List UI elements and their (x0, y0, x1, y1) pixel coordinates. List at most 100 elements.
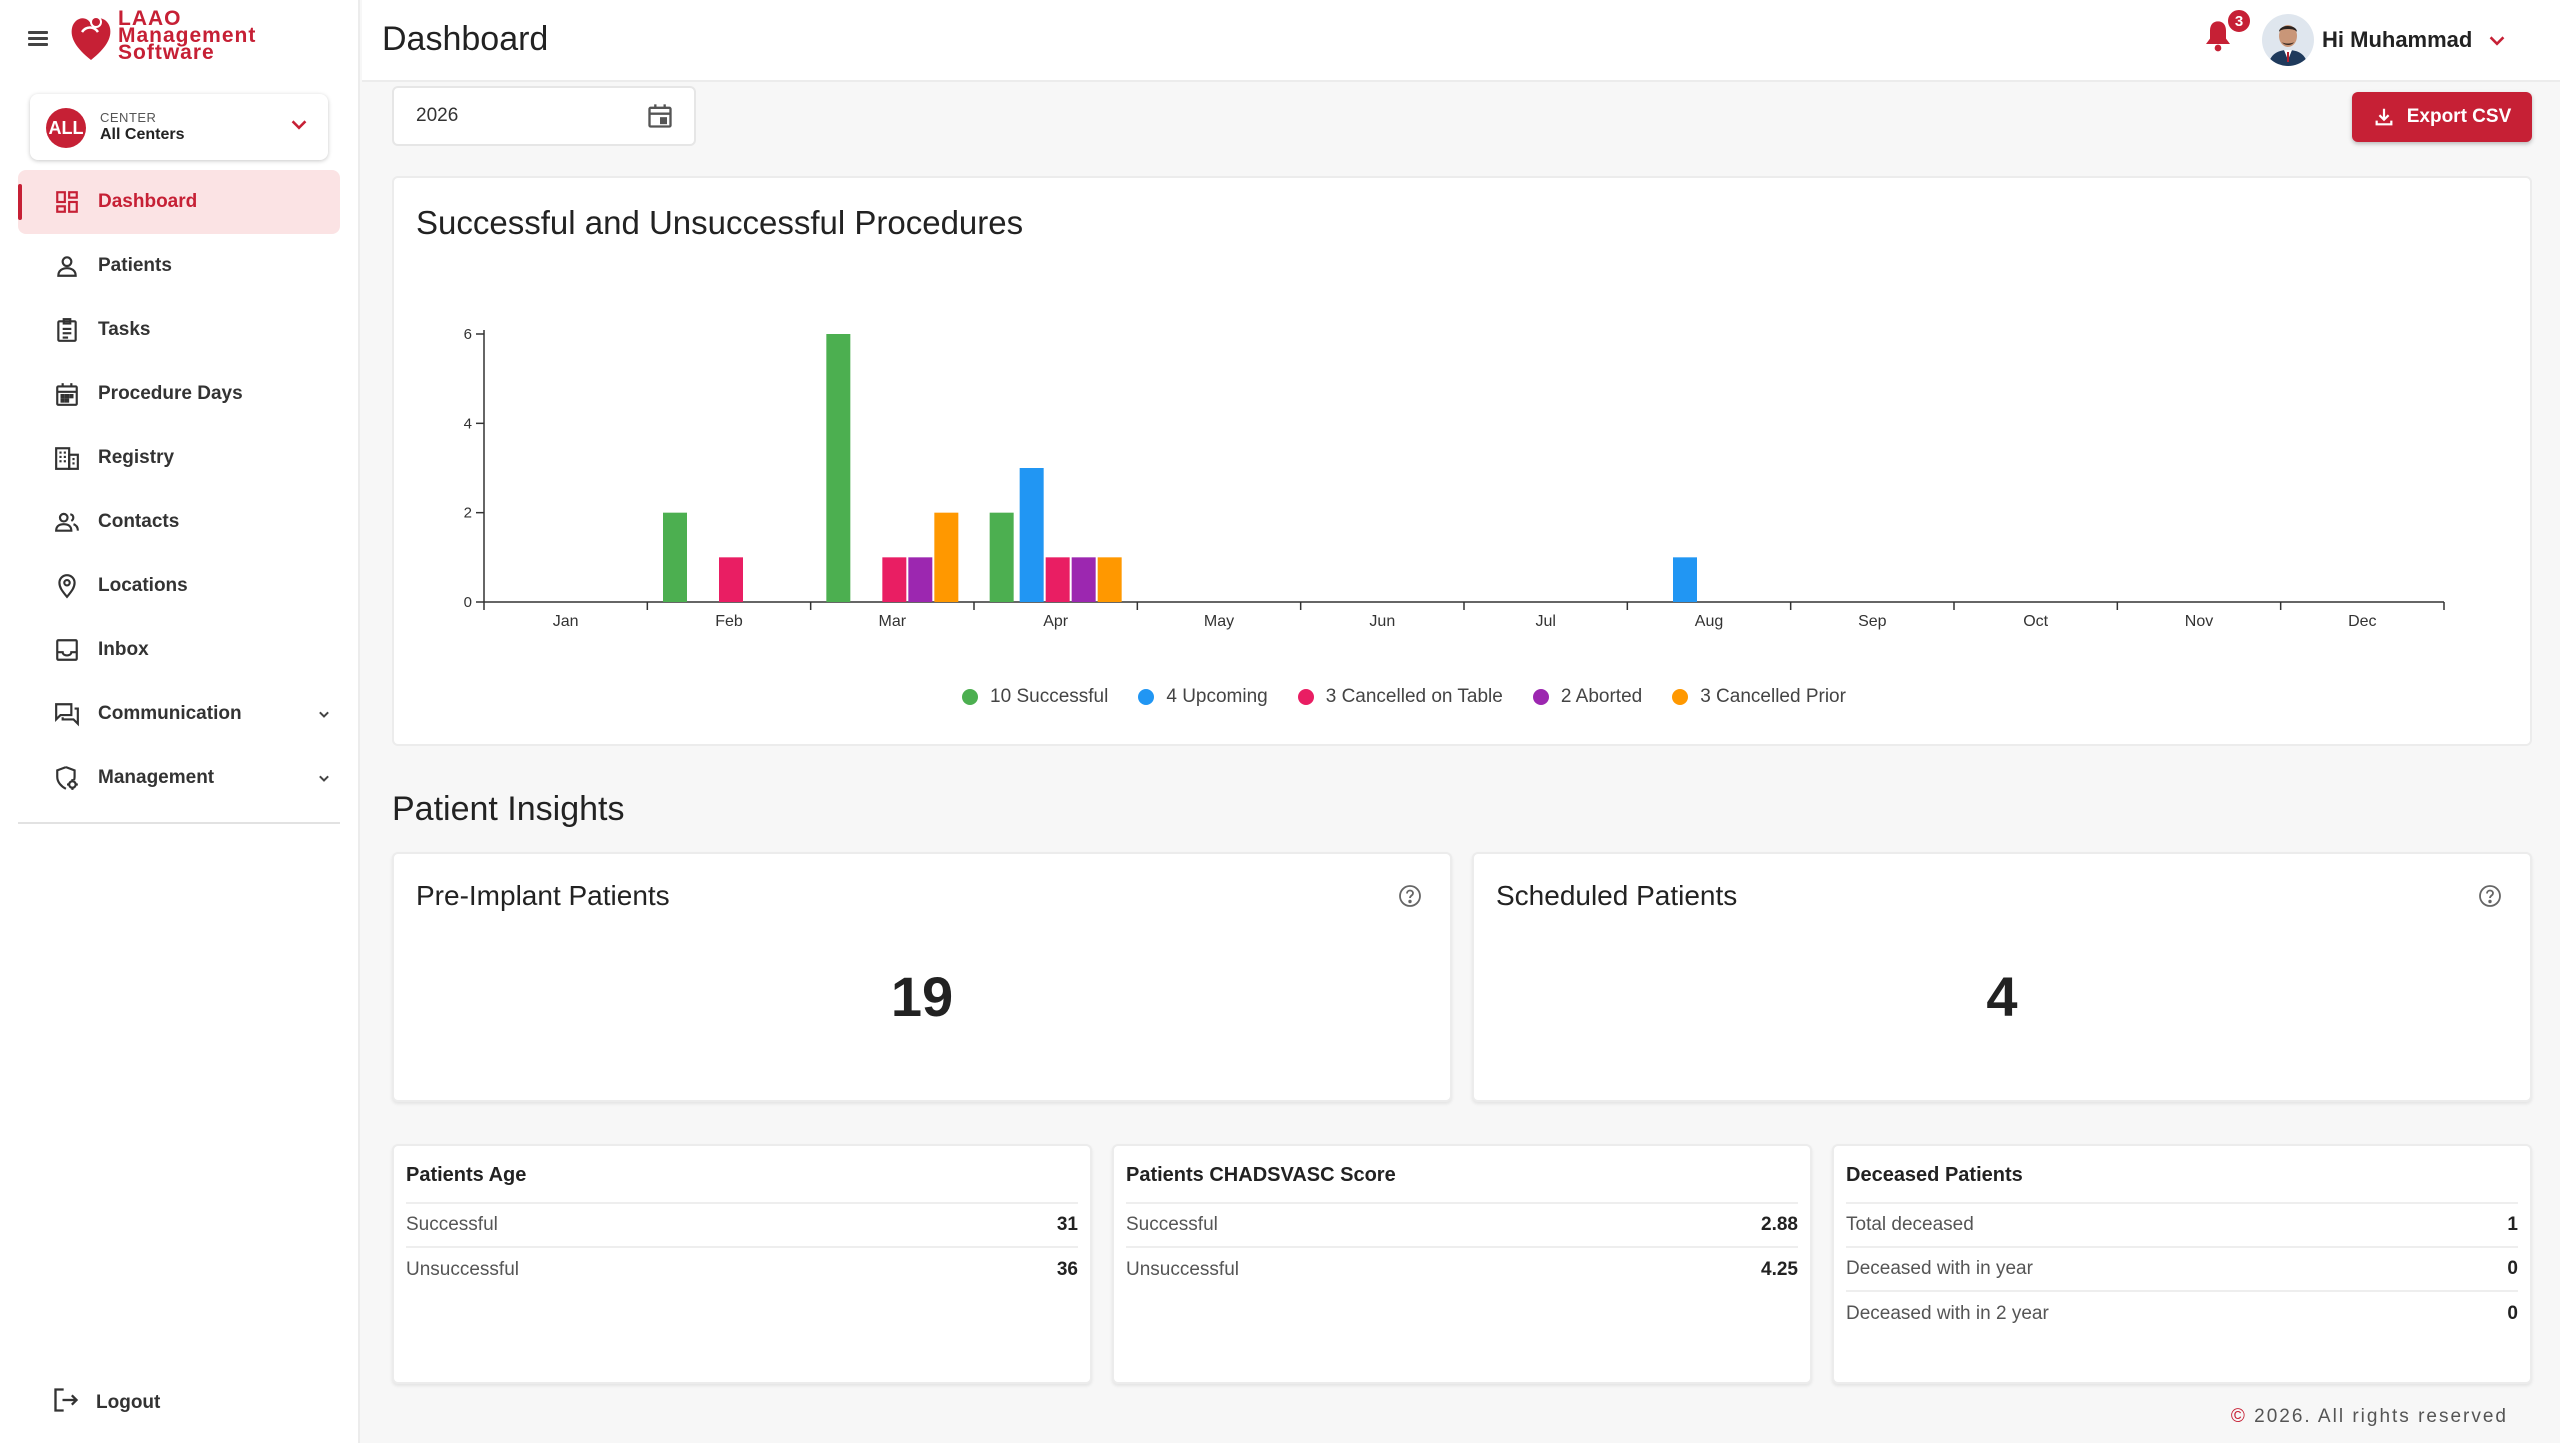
sidebar-item-label: Procedure Days (98, 383, 243, 404)
y-tick-label: 0 (464, 594, 472, 611)
chart-bar (826, 334, 851, 602)
x-tick-label: May (1204, 613, 1234, 630)
legend-item[interactable]: 2 Aborted (1532, 686, 1642, 708)
sidebar-item-registry[interactable]: Registry (18, 426, 340, 490)
sidebar-item-inbox[interactable]: Inbox (18, 618, 340, 682)
legend-label: 3 Cancelled on Table (1325, 686, 1503, 707)
inbox-icon (52, 635, 82, 665)
sidebar-item-label: Management (98, 767, 215, 788)
chart-bar (1045, 557, 1070, 602)
legend-swatch (1297, 689, 1314, 705)
legend-label: 4 Upcoming (1166, 686, 1268, 707)
x-tick-label: Mar (879, 613, 907, 630)
clipboard-icon (52, 315, 82, 345)
table-row: Deceased with in 2 year 0 (1846, 1292, 2518, 1336)
sidebar-item-label: Dashboard (98, 191, 198, 212)
row-value: 2.88 (1761, 1214, 1798, 1235)
chart-bar (1019, 468, 1044, 602)
chart-title: Successful and Unsuccessful Procedures (416, 204, 1024, 241)
row-value: 0 (2507, 1303, 2518, 1324)
chart-legend: 10 Successful 4 Upcoming 3 Cancelled on Ta… (334, 686, 2474, 708)
table-row: Deceased with in year 0 (1846, 1248, 2518, 1292)
brand-line-2: Management (118, 24, 257, 47)
sidebar-item-label: Tasks (98, 319, 151, 340)
deceased-patients-card: Deceased Patients Total deceased 1 Decea… (1832, 1144, 2532, 1384)
logout-button[interactable]: Logout (52, 1386, 160, 1419)
table-row: Unsuccessful 4.25 (1126, 1248, 1798, 1292)
brand: LAAO Management Software (28, 7, 348, 70)
sidebar-item-communication[interactable]: Communication (18, 682, 340, 746)
copyright-symbol: © (2230, 1406, 2247, 1427)
people-icon (52, 507, 82, 537)
help-icon[interactable] (2478, 884, 2504, 910)
x-tick-label: Jul (1535, 613, 1555, 630)
y-tick-label: 6 (464, 326, 472, 343)
center-selector[interactable]: ALL CENTER All Centers (30, 94, 328, 160)
sidebar-item-procedure-days[interactable]: Procedure Days (18, 362, 340, 426)
location-pin-icon (52, 571, 82, 601)
sidebar-item-contacts[interactable]: Contacts (18, 490, 340, 554)
row-label: Successful (406, 1214, 498, 1235)
scheduled-card: Scheduled Patients 4 (1472, 852, 2532, 1102)
patients-age-card: Patients Age Successful 31 Unsuccessful … (392, 1144, 1092, 1384)
chart-bar (934, 512, 959, 602)
x-tick-label: Jun (1369, 613, 1395, 630)
table-row: Successful 31 (406, 1204, 1078, 1248)
chart-bar (989, 512, 1014, 602)
chart-bar (1673, 557, 1697, 602)
card-title: Deceased Patients (1846, 1164, 2023, 1186)
legend-item[interactable]: 3 Cancelled on Table (1297, 686, 1503, 708)
legend-item[interactable]: 10 Successful (962, 686, 1108, 708)
sidebar-item-label: Contacts (98, 511, 180, 532)
x-tick-label: Sep (1858, 613, 1887, 630)
user-greeting[interactable]: Hi Muhammad (2322, 27, 2473, 52)
gear-shield-icon (52, 763, 82, 793)
brand-line-1: LAAO (118, 7, 182, 30)
card-title: Patients Age (406, 1164, 527, 1186)
sidebar-item-tasks[interactable]: Tasks (18, 298, 340, 362)
notification-count-badge: 3 (2226, 8, 2252, 34)
x-tick-label: Jan (553, 613, 579, 630)
row-label: Unsuccessful (1126, 1259, 1239, 1280)
row-label: Deceased with in 2 year (1846, 1303, 2049, 1324)
sidebar-item-management[interactable]: Management (18, 746, 340, 810)
sidebar-item-label: Inbox (98, 639, 149, 660)
stat-value: 19 (890, 965, 954, 1028)
stats-table: Total deceased 1 Deceased with in year 0… (1846, 1202, 2518, 1336)
sidebar: LAAO Management Software ALL CENTER All … (0, 0, 360, 1443)
chart-bar (1071, 557, 1096, 602)
export-csv-button[interactable]: Export CSV (2352, 92, 2532, 142)
legend-swatch (962, 689, 979, 705)
notification-bell-icon[interactable] (2202, 18, 2238, 58)
center-caption: CENTER (100, 110, 157, 125)
footer-text: 2026. All rights reserved (2246, 1406, 2508, 1427)
avatar[interactable] (2262, 14, 2314, 66)
legend-item[interactable]: 3 Cancelled Prior (1672, 686, 1846, 708)
chart-bar (719, 557, 743, 602)
row-label: Successful (1126, 1214, 1218, 1235)
chevron-down-icon[interactable] (314, 704, 334, 724)
hamburger-menu-icon[interactable] (28, 28, 52, 52)
building-icon (52, 443, 82, 473)
chevron-down-icon[interactable] (288, 114, 310, 136)
sidebar-item-locations[interactable]: Locations (18, 554, 340, 618)
brand-line-3: Software (118, 41, 215, 64)
legend-item[interactable]: 4 Upcoming (1138, 686, 1268, 708)
sidebar-item-patients[interactable]: Patients (18, 234, 340, 298)
chevron-down-icon[interactable] (314, 768, 334, 788)
section-title: Patient Insights (392, 790, 625, 828)
dashboard-icon (52, 187, 82, 217)
page-title: Dashboard (382, 20, 549, 58)
chevron-down-icon[interactable] (2486, 30, 2508, 52)
x-tick-label: Oct (2023, 613, 2048, 630)
year-value: 2026 (416, 105, 459, 126)
center-value: All Centers (100, 126, 185, 143)
calendar-icon[interactable] (646, 102, 676, 132)
sidebar-item-label: Locations (98, 575, 188, 596)
help-icon[interactable] (1398, 884, 1424, 910)
year-picker[interactable]: 2026 (392, 86, 696, 146)
chat-icon (52, 699, 82, 729)
chart-bar (663, 512, 687, 602)
row-value: 1 (2507, 1214, 2518, 1235)
sidebar-item-dashboard[interactable]: Dashboard (18, 170, 340, 234)
